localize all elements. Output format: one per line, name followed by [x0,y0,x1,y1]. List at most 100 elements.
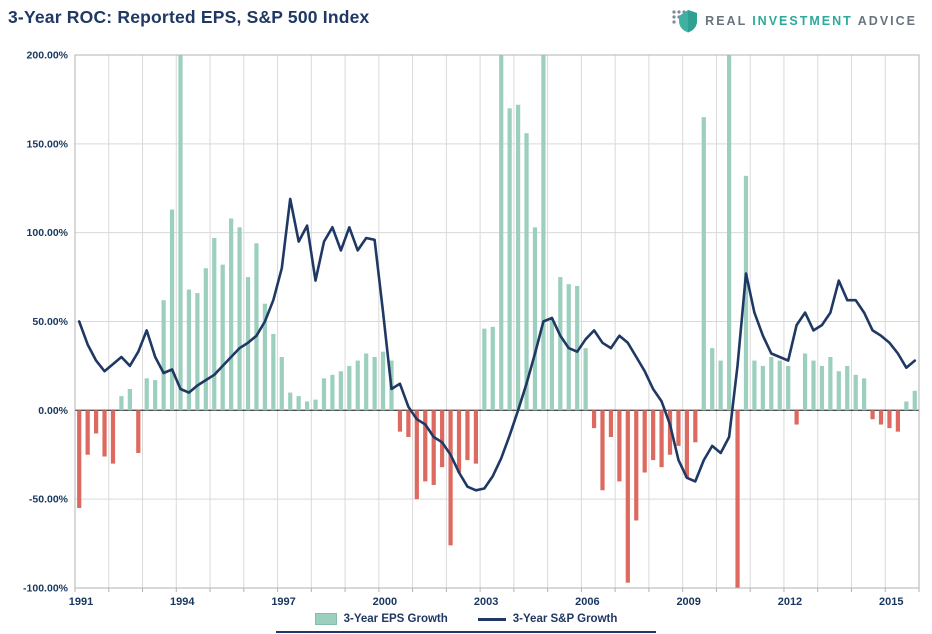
x-axis-tick-label: 2000 [373,596,397,608]
eps-bar [127,389,132,411]
eps-bar [862,378,867,411]
eps-bar [760,365,765,411]
eps-bar [625,410,630,583]
eps-bar [271,333,276,411]
y-axis-tick-label: 50.00% [32,316,68,328]
eps-bar [423,410,428,482]
eps-bar [456,410,462,473]
eps-bar [701,117,706,411]
eps-bar [279,357,284,411]
eps-bar [777,360,782,411]
eps-bar [617,410,622,482]
roc-chart: 200.00% 150.00% 100.00% 50.00% 0.00% -50.00% -… [23,50,920,608]
eps-bar [153,380,158,411]
eps-bar [254,243,259,411]
eps-bar [212,238,217,411]
eps-bar [718,360,723,411]
eps-bar [347,365,352,411]
eps-bar [77,410,82,509]
eps-bar [904,401,909,411]
eps-bar [195,293,200,411]
eps-bar [119,396,124,411]
eps-bar [752,360,757,411]
eps-bar [229,218,234,411]
logo-word-real: REAL [705,14,748,28]
eps-bar [507,108,512,411]
eps-bar [136,410,141,453]
eps-bar [338,371,343,411]
x-axis-ticks [74,588,920,592]
x-axis-tick-label: 2015 [879,596,903,608]
eps-bar [608,410,614,437]
eps-bar [372,357,377,411]
eps-bar [735,410,740,588]
y-axis-tick-label: 200.00% [27,50,69,62]
eps-bar [634,410,639,521]
eps-bar [786,365,791,411]
y-axis-tick-label: 100.00% [27,227,69,239]
eps-bar [912,390,917,411]
logo-word-advice: ADVICE [857,14,917,28]
eps-bar [710,348,715,411]
legend-label-eps: 3-Year EPS Growth [343,613,448,625]
logo-shield-icon [672,10,698,33]
eps-growth-bars [77,55,917,588]
eps-bar [845,365,850,411]
legend-label-sp: 3-Year S&P Growth [512,613,618,625]
page-title: 3-Year ROC: Reported EPS, S&P 500 Index [8,7,370,27]
eps-bar [836,371,841,411]
eps-bar [490,326,495,411]
eps-bar [575,285,580,411]
eps-bar [591,410,597,429]
eps-bar [583,348,588,411]
eps-bar [330,374,335,411]
eps-bar [85,410,90,455]
y-axis-tick-label: 150.00% [27,138,69,150]
legend-item-eps: 3-Year EPS Growth [314,613,448,625]
eps-bar [440,410,445,468]
eps-bar [794,410,799,425]
eps-bar [169,209,175,411]
eps-bar [828,357,833,411]
eps-bar [186,289,192,411]
eps-bar [178,55,183,411]
eps-bar [473,410,479,464]
eps-bar [431,410,436,485]
eps-bar [262,303,268,411]
eps-bar [676,410,681,446]
eps-bar [769,357,774,411]
x-axis-tick-label: 2006 [575,596,599,608]
logo-word-investment: INVESTMENT [752,14,853,28]
eps-bar [887,410,892,429]
eps-bar [448,410,453,546]
eps-bar [93,410,99,434]
x-axis-tick-label: 1994 [170,596,195,608]
eps-bar [642,410,647,473]
eps-bar [743,175,749,411]
eps-bar [102,410,107,457]
eps-bar [651,410,656,461]
eps-bar [465,410,470,461]
eps-bar [558,277,563,411]
eps-bar [397,410,403,432]
eps-bar [220,264,225,411]
eps-bar [110,410,116,464]
sp-line-swatch-icon [477,617,506,621]
eps-bar [414,410,419,500]
eps-bar [237,227,242,411]
x-axis-tick-label: 1997 [271,596,295,608]
eps-bar [321,378,327,411]
eps-bar [811,360,816,411]
eps-bar [878,410,884,425]
eps-bar [532,227,538,411]
x-axis-labels: 1991 1994 1997 2000 2003 2006 2009 2012 2015 [69,596,904,608]
brand-logo: REAL INVESTMENT ADVICE [671,8,922,34]
y-axis-tick-label: -100.00% [23,583,69,595]
x-axis-tick-label: 2009 [676,596,700,608]
eps-bar [482,328,487,411]
logo-text: REAL INVESTMENT ADVICE [705,14,922,28]
eps-bar [802,353,808,411]
eps-bar [693,410,698,443]
eps-bar [296,396,301,411]
bottom-border-line [276,631,656,633]
